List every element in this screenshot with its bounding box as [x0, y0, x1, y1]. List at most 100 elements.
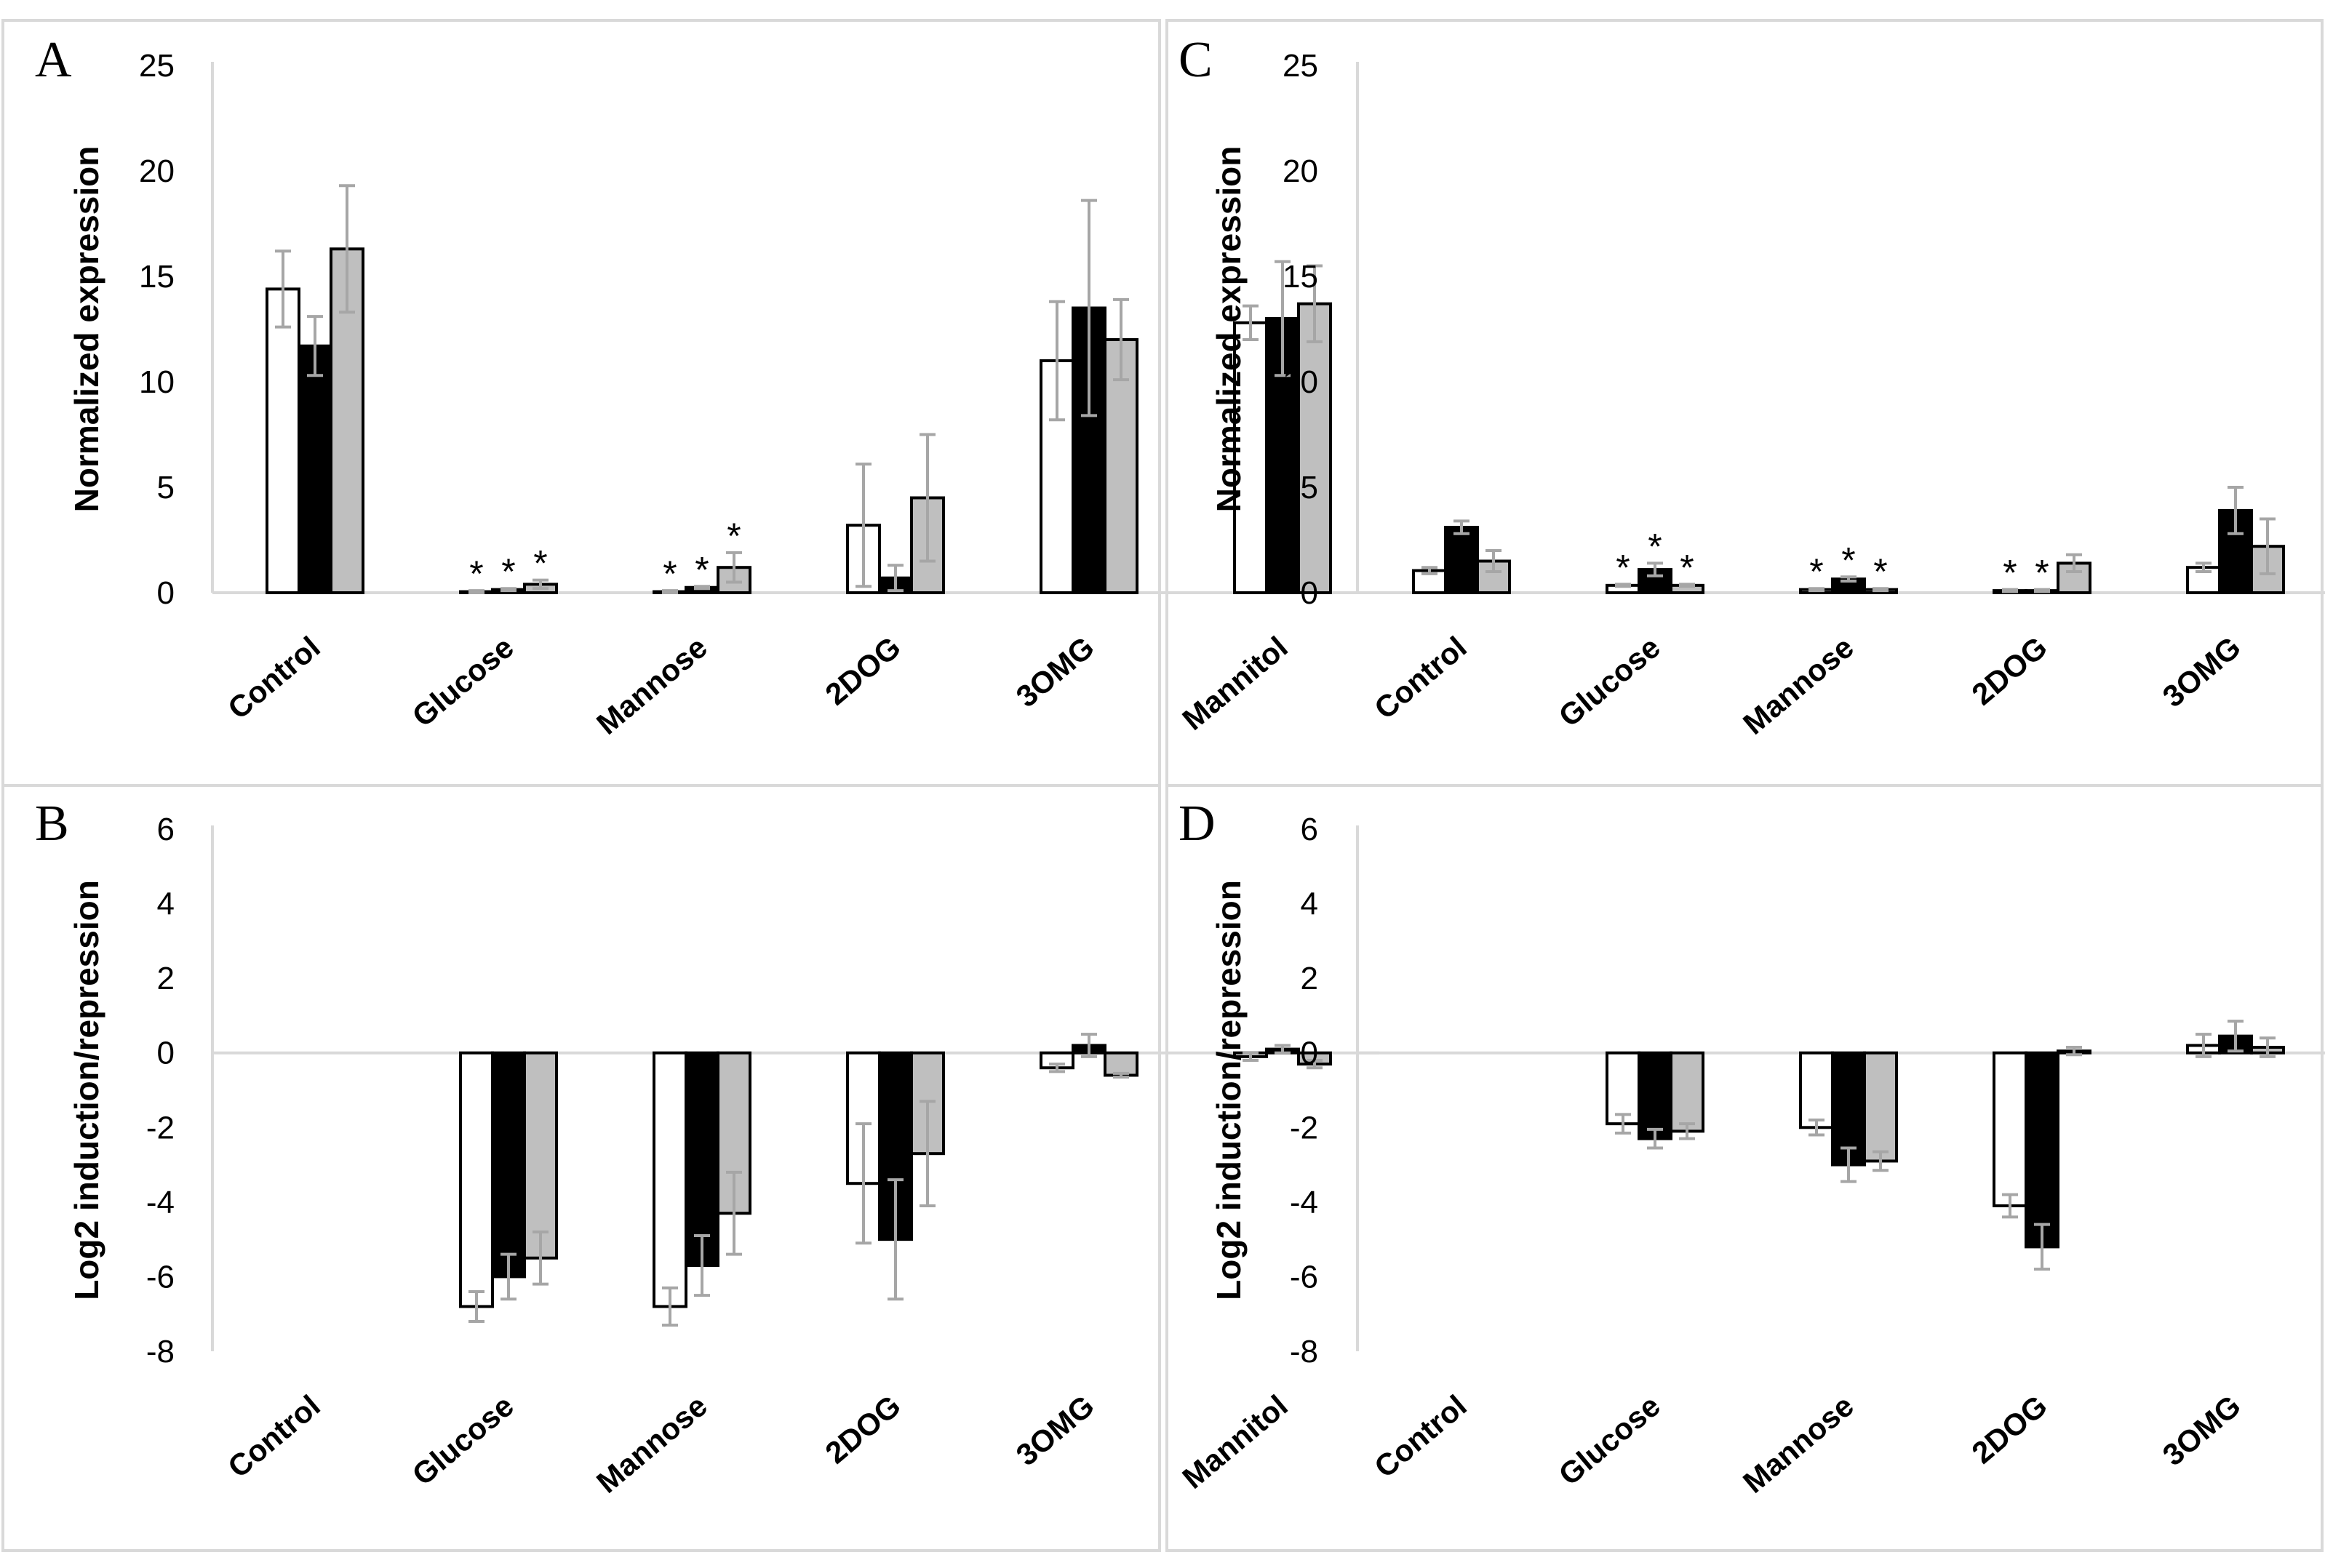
- significance-star: *: [1616, 547, 1630, 588]
- y-tick-label: 0: [157, 1036, 175, 1071]
- bar: [298, 344, 332, 594]
- y-tick-label: 2: [157, 961, 175, 996]
- x-tick-label: 2DOG: [818, 1388, 906, 1471]
- panel-letter: C: [1179, 32, 1213, 88]
- x-tick-label: Glucose: [406, 630, 520, 734]
- x-tick-label: 2DOG: [818, 630, 906, 712]
- y-tick-label: 20: [139, 153, 175, 189]
- bar: [1670, 1051, 1704, 1133]
- x-tick-label: 3OMG: [1010, 1388, 1101, 1473]
- bar: [523, 1051, 558, 1260]
- y-tick-label: 10: [139, 364, 175, 400]
- bar: [685, 1051, 719, 1268]
- bar: [2025, 1051, 2059, 1249]
- bar: [1863, 1051, 1898, 1163]
- significance-star: *: [533, 543, 547, 584]
- bar: [1265, 317, 1300, 594]
- bar: [1104, 1051, 1138, 1077]
- bar: [653, 1051, 687, 1308]
- y-tick-label: 5: [1301, 470, 1318, 505]
- significance-star: *: [501, 551, 515, 592]
- y-tick-label: -8: [1290, 1334, 1318, 1369]
- significance-star: *: [1648, 526, 1662, 567]
- bar: [491, 1051, 526, 1279]
- y-tick-label: -4: [1290, 1185, 1318, 1220]
- x-tick-label: 3OMG: [1010, 630, 1101, 714]
- bar: [1444, 526, 1479, 594]
- y-axis-label: Log2 induction/repression: [68, 880, 105, 1300]
- x-tick-label: Mannitol: [1176, 1388, 1293, 1495]
- y-tick-label: 5: [157, 470, 175, 505]
- significance-star: *: [2035, 553, 2049, 593]
- panel-frame: [1, 19, 1161, 787]
- significance-star: *: [469, 553, 483, 594]
- bar: [266, 287, 300, 594]
- y-tick-label: 20: [1283, 153, 1318, 189]
- x-tick-label: Mannose: [590, 1388, 714, 1500]
- y-tick-label: 0: [157, 575, 175, 611]
- y-tick-label: -2: [146, 1110, 175, 1145]
- bar: [1638, 1051, 1672, 1140]
- y-tick-label: -8: [146, 1334, 175, 1369]
- x-tick-label: Control: [1368, 1388, 1473, 1484]
- x-tick-label: Mannitol: [1176, 630, 1293, 737]
- y-tick-label: 25: [1283, 48, 1318, 84]
- y-tick-label: -2: [1290, 1110, 1318, 1145]
- y-tick-label: 15: [139, 259, 175, 295]
- panel-a: A 0 5 10 15 20 25 Normalized expression Control *…: [1, 19, 1379, 787]
- x-tick-label: Glucose: [1552, 1388, 1667, 1492]
- y-tick-label: -4: [146, 1185, 175, 1220]
- y-tick-label: 4: [1301, 887, 1318, 922]
- y-axis-label: Log2 induction/repression: [1210, 880, 1248, 1300]
- panel-letter: A: [35, 32, 72, 88]
- bar: [1104, 338, 1138, 594]
- x-tick-label: Control: [221, 630, 327, 726]
- significance-star: *: [1809, 551, 1823, 592]
- panel-frame: [1165, 19, 2324, 787]
- x-tick-label: Mannose: [590, 630, 714, 741]
- y-tick-label: 6: [1301, 812, 1318, 847]
- bar: [1993, 1051, 2027, 1207]
- y-axis-label: Normalized expression: [1210, 146, 1248, 513]
- bar: [459, 1051, 494, 1308]
- x-tick-label: Glucose: [406, 1388, 520, 1492]
- bar: [1831, 1051, 1866, 1167]
- significance-star: *: [727, 516, 741, 556]
- y-tick-label: 10: [1283, 364, 1318, 400]
- significance-star: *: [2003, 553, 2017, 593]
- y-tick-label: -6: [1290, 1259, 1318, 1295]
- x-tick-label: Mannose: [1736, 630, 1860, 741]
- panel-c: C 0 5 10 15 20 25 Normalized expression Control *…: [1165, 19, 2325, 787]
- y-tick-label: 4: [157, 887, 175, 922]
- x-tick-label: Control: [1368, 630, 1473, 726]
- y-axis-label: Normalized expression: [68, 146, 105, 513]
- panel-d: D -8 -6 -4 -2 0 2 4 6 Log2 induction/repression Co…: [1165, 784, 2325, 1552]
- bar: [1297, 302, 1332, 594]
- x-tick-label: Control: [221, 1388, 327, 1484]
- x-tick-label: Glucose: [1552, 630, 1667, 734]
- x-tick-label: 3OMG: [2156, 630, 2247, 714]
- panel-letter: D: [1179, 796, 1216, 852]
- x-tick-label: Mannose: [1736, 1388, 1860, 1500]
- x-tick-label: 2DOG: [1965, 1388, 2053, 1471]
- y-tick-label: 0: [1301, 575, 1318, 611]
- y-tick-label: 6: [157, 812, 175, 847]
- y-tick-label: 0: [1301, 1036, 1318, 1071]
- panel-letter: B: [35, 796, 69, 852]
- x-tick-label: 3OMG: [2156, 1388, 2247, 1473]
- y-tick-label: 2: [1301, 961, 1318, 996]
- bar: [1799, 1051, 1834, 1129]
- x-tick-label: 2DOG: [1965, 630, 2053, 712]
- significance-star: *: [1873, 551, 1887, 592]
- significance-star: *: [1680, 547, 1694, 588]
- significance-star: *: [695, 549, 709, 590]
- y-tick-label: -6: [146, 1259, 175, 1295]
- panel-b: B -8 -6 -4 -2 0 2 4 6 Log2 induction/repression Co…: [1, 784, 1379, 1552]
- y-tick-label: 15: [1283, 259, 1318, 295]
- significance-star: *: [1841, 540, 1855, 580]
- panel-frame: [1165, 784, 2324, 1552]
- panel-frame: [1, 784, 1161, 1552]
- y-tick-label: 25: [139, 48, 175, 84]
- significance-star: *: [663, 553, 677, 594]
